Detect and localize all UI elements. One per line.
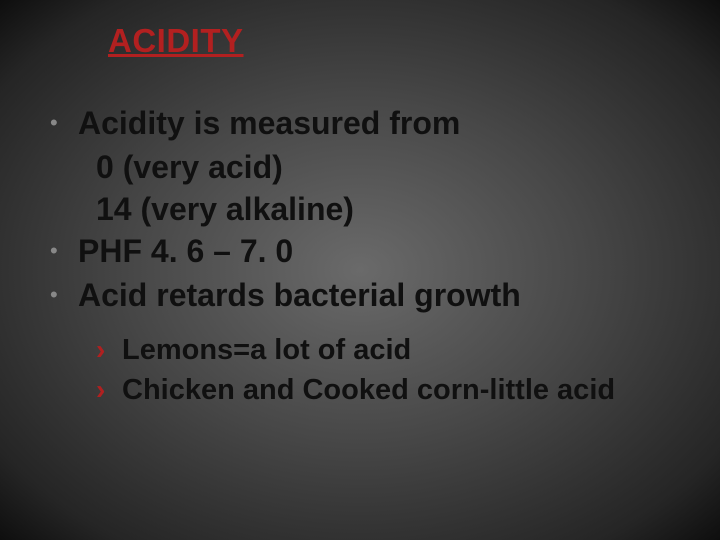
bullet-text: Acidity is measured from [78,102,460,144]
sub-bullet-item: › Chicken and Cooked corn-little acid [96,370,680,410]
chevron-right-icon: › [96,370,122,410]
bullet-dot-icon: • [48,230,78,272]
bullet-text: Acid retards bacterial growth [78,274,521,316]
sub-bullet-text: Lemons=a lot of acid [122,330,411,370]
bullet-continuation: 14 (very alkaline) [48,188,680,230]
bullet-dot-icon: • [48,274,78,316]
bullet-item: • Acid retards bacterial growth [48,274,680,316]
sub-bullet-item: › Lemons=a lot of acid [96,330,680,370]
slide-title: ACIDITY [108,22,680,60]
bullet-item: • Acidity is measured from [48,102,680,144]
chevron-right-icon: › [96,330,122,370]
slide-content: • Acidity is measured from 0 (very acid)… [48,102,680,410]
bullet-dot-icon: • [48,102,78,144]
bullet-continuation: 0 (very acid) [48,146,680,188]
bullet-item: • PHF 4. 6 – 7. 0 [48,230,680,272]
slide: ACIDITY • Acidity is measured from 0 (ve… [0,0,720,540]
sub-bullet-list: › Lemons=a lot of acid › Chicken and Coo… [48,330,680,410]
sub-bullet-text: Chicken and Cooked corn-little acid [122,370,615,410]
bullet-text: PHF 4. 6 – 7. 0 [78,230,293,272]
